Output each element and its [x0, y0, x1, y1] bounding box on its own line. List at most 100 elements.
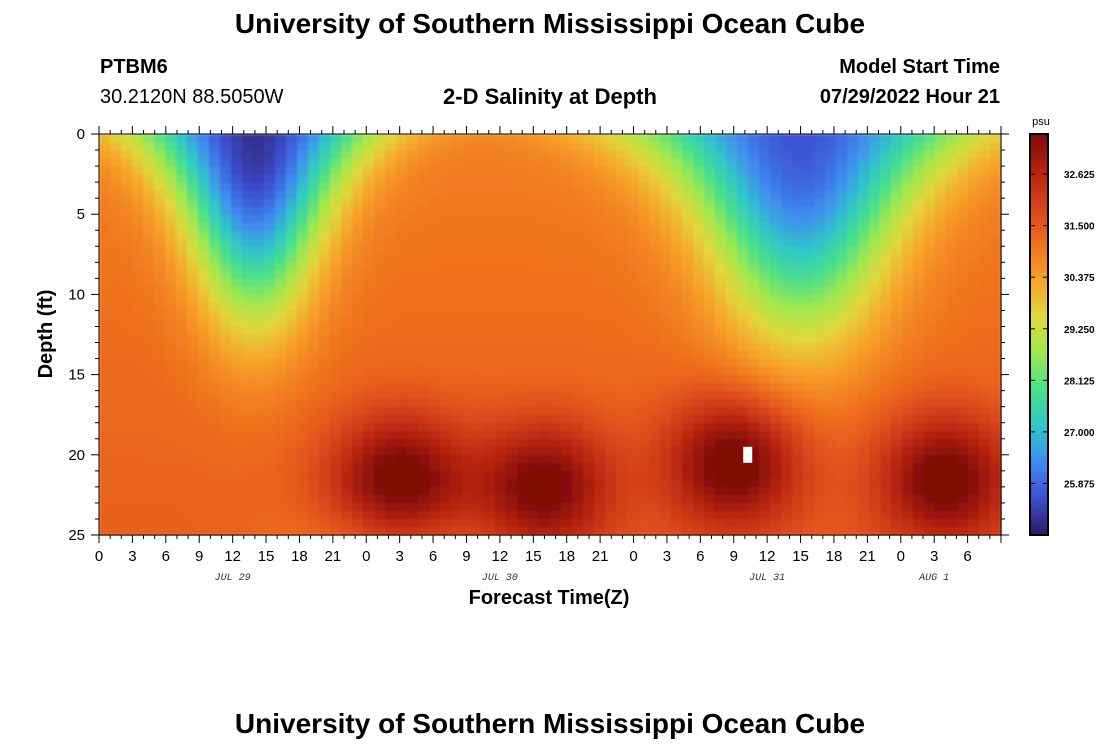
heatmap-cell [198, 310, 210, 320]
heatmap-cell [264, 174, 276, 183]
heatmap-cell [451, 430, 463, 440]
heatmap-cell [176, 206, 188, 215]
heatmap-cell [693, 454, 705, 464]
heatmap-cell [495, 270, 507, 279]
heatmap-cell [682, 286, 694, 295]
heatmap-cell [297, 182, 309, 191]
heatmap-cell [660, 198, 672, 207]
heatmap-cell [561, 350, 573, 360]
heatmap-cell [814, 486, 826, 496]
heatmap-cell [517, 510, 529, 520]
heatmap-cell [440, 166, 452, 175]
heatmap-cell [726, 246, 738, 255]
heatmap-cell [110, 310, 122, 320]
heatmap-cell [792, 318, 804, 328]
heatmap-cell [264, 390, 276, 400]
heatmap-cell [627, 502, 639, 512]
heatmap-cell [528, 174, 540, 183]
heatmap-cell [759, 462, 771, 472]
heatmap-cell [165, 294, 177, 304]
heatmap-cell [319, 334, 331, 344]
heatmap-cell [561, 470, 573, 480]
heatmap-cell [979, 462, 991, 472]
heatmap-cell [583, 294, 595, 304]
heatmap-cell [330, 486, 342, 496]
heatmap-cell [187, 278, 199, 287]
heatmap-cell [517, 150, 529, 159]
heatmap-cell [869, 510, 881, 520]
heatmap-cell [385, 206, 397, 215]
heatmap-cell [924, 222, 936, 231]
heatmap-cells [99, 134, 1002, 536]
heatmap-cell [121, 270, 133, 279]
heatmap-cell [660, 502, 672, 512]
heatmap-cell [693, 486, 705, 496]
heatmap-cell [682, 494, 694, 504]
heatmap-cell [847, 182, 859, 191]
heatmap-cell [143, 270, 155, 279]
heatmap-cell [121, 518, 133, 528]
heatmap-cell [660, 286, 672, 295]
heatmap-cell [814, 334, 826, 344]
heatmap-cell [583, 462, 595, 472]
heatmap-cell [814, 470, 826, 480]
heatmap-cell [121, 198, 133, 207]
heatmap-cell [935, 206, 947, 215]
heatmap-cell [858, 406, 870, 416]
heatmap-cell [946, 502, 958, 512]
heatmap-cell [704, 166, 716, 175]
heatmap-cell [792, 374, 804, 384]
heatmap-cell [704, 502, 716, 512]
heatmap-cell [528, 422, 540, 432]
heatmap-cell [792, 486, 804, 496]
heatmap-cell [341, 294, 353, 304]
heatmap-cell [264, 374, 276, 384]
heatmap-cell [99, 414, 111, 424]
heatmap-cell [253, 446, 265, 456]
heatmap-cell [704, 222, 716, 231]
heatmap-cell [363, 302, 375, 312]
heatmap-cell [165, 398, 177, 408]
heatmap-cell [165, 198, 177, 207]
heatmap-cell [341, 406, 353, 416]
heatmap-cell [737, 366, 749, 376]
heatmap-cell [319, 446, 331, 456]
heatmap-cell [264, 494, 276, 504]
heatmap-cell [814, 438, 826, 448]
heatmap-cell [242, 446, 254, 456]
heatmap-cell [693, 262, 705, 271]
heatmap-cell [407, 270, 419, 279]
heatmap-cell [979, 406, 991, 416]
heatmap-cell [770, 318, 782, 328]
heatmap-cell [902, 254, 914, 263]
heatmap-cell [242, 438, 254, 448]
heatmap-cell [957, 142, 969, 151]
heatmap-cell [737, 214, 749, 223]
heatmap-cell [902, 238, 914, 247]
heatmap-cell [946, 438, 958, 448]
heatmap-cell [484, 414, 496, 424]
heatmap-cell [825, 358, 837, 368]
heatmap-cell [275, 310, 287, 320]
heatmap-cell [418, 206, 430, 215]
heatmap-cell [759, 334, 771, 344]
heatmap-cell [913, 350, 925, 360]
heatmap-cell [825, 254, 837, 263]
heatmap-cell [396, 374, 408, 384]
heatmap-cell [352, 438, 364, 448]
heatmap-cell [286, 246, 298, 255]
heatmap-cell [990, 350, 1002, 360]
heatmap-cell [275, 526, 287, 536]
heatmap-cell [352, 358, 364, 368]
heatmap-cell [913, 390, 925, 400]
heatmap-cell [484, 294, 496, 304]
heatmap-cell [528, 478, 540, 488]
heatmap-cell [847, 262, 859, 271]
heatmap-cell [770, 270, 782, 279]
heatmap-cell [209, 526, 221, 536]
heatmap-cell [792, 278, 804, 287]
heatmap-cell [968, 510, 980, 520]
heatmap-cell [517, 494, 529, 504]
heatmap-cell [352, 446, 364, 456]
heatmap-cell [759, 270, 771, 279]
